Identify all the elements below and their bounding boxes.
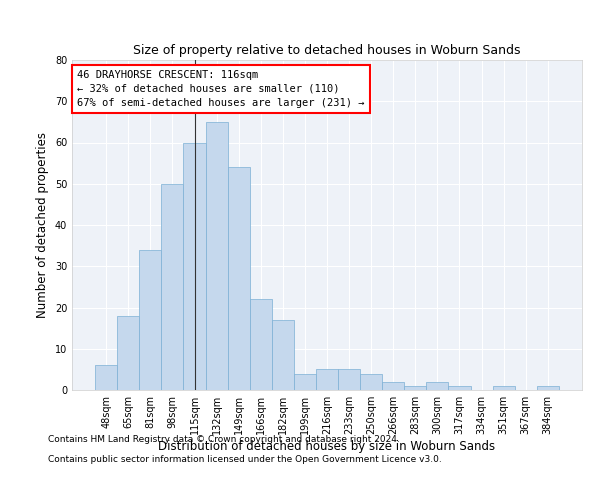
Text: Contains public sector information licensed under the Open Government Licence v3: Contains public sector information licen… [48,455,442,464]
Bar [316,370,338,390]
Bar [161,184,184,390]
Bar [117,316,139,390]
Bar [294,374,316,390]
Y-axis label: Number of detached properties: Number of detached properties [36,132,49,318]
Text: 46 DRAYHORSE CRESCENT: 116sqm
← 32% of detached houses are smaller (110)
67% of : 46 DRAYHORSE CRESCENT: 116sqm ← 32% of d… [77,70,365,108]
Bar [250,299,272,390]
Bar [382,382,404,390]
Bar [272,320,294,390]
Bar [537,386,559,390]
Bar [184,142,206,390]
Bar [493,386,515,390]
Bar [338,370,360,390]
Bar [206,122,227,390]
X-axis label: Distribution of detached houses by size in Woburn Sands: Distribution of detached houses by size … [158,440,496,453]
Bar [404,386,427,390]
Bar [360,374,382,390]
Bar [448,386,470,390]
Bar [95,365,117,390]
Text: Contains HM Land Registry data © Crown copyright and database right 2024.: Contains HM Land Registry data © Crown c… [48,435,400,444]
Bar [427,382,448,390]
Bar [139,250,161,390]
Title: Size of property relative to detached houses in Woburn Sands: Size of property relative to detached ho… [133,44,521,58]
Bar [227,167,250,390]
